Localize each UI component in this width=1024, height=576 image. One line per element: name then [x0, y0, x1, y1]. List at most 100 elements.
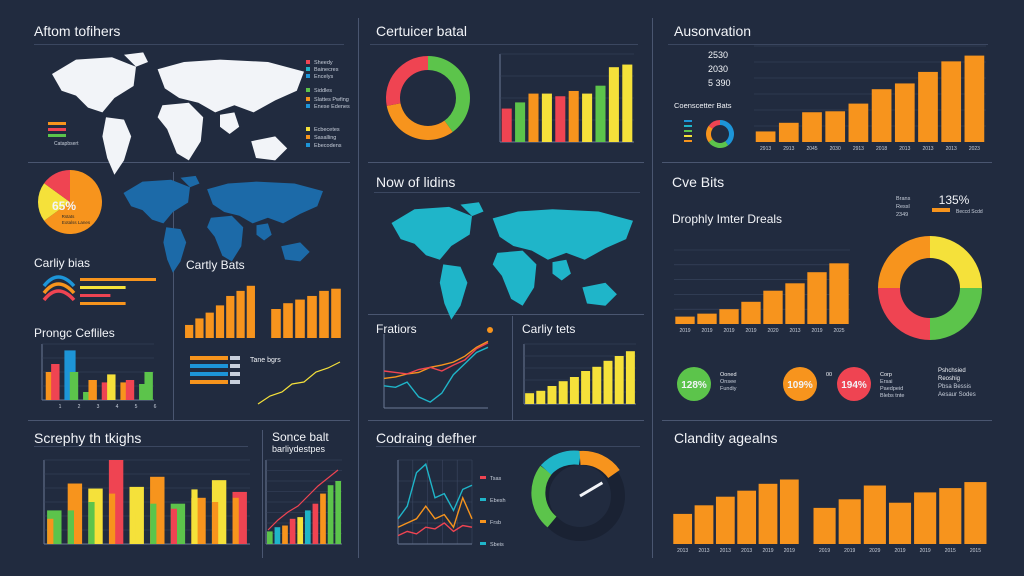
legend-swatch — [684, 120, 692, 122]
panel-title: Codraing defher — [376, 430, 477, 446]
tick-label: 2013 — [677, 548, 688, 554]
bar — [863, 485, 886, 544]
stat-label: Ooned — [720, 372, 737, 378]
bar — [541, 93, 552, 142]
tick-label: 2015 — [945, 548, 956, 554]
continent — [460, 202, 484, 217]
bar — [191, 489, 198, 544]
panel-title: Screphy th tkighs — [34, 430, 142, 446]
bar — [719, 309, 739, 324]
world-map — [52, 52, 304, 175]
legend-swatch — [306, 143, 310, 147]
bar — [568, 90, 579, 142]
bar — [312, 503, 319, 544]
bar — [88, 380, 97, 400]
series-line — [267, 469, 339, 531]
bar-tag — [230, 356, 240, 360]
continent — [439, 264, 468, 320]
bar — [825, 111, 846, 142]
pie-slice — [44, 170, 102, 235]
bar — [918, 71, 938, 142]
gauge-needle — [579, 481, 604, 498]
continent — [492, 209, 633, 260]
legend-label: Sasalling — [314, 135, 336, 141]
divider — [662, 420, 992, 421]
tick-label: 2045 — [806, 146, 817, 152]
panel-title: Aftom tofihers — [34, 23, 121, 39]
legend-swatch — [480, 498, 486, 501]
tick-label: 2019 — [811, 328, 822, 334]
tick-label: 2 — [78, 404, 81, 410]
series-line — [383, 342, 489, 375]
tick-label: 2019 — [745, 328, 756, 334]
bar — [694, 505, 714, 544]
bar — [331, 288, 341, 338]
continent — [582, 282, 617, 306]
bar — [88, 502, 95, 544]
bar — [813, 507, 836, 544]
divider — [262, 430, 263, 558]
stat-label: Blebs tnte — [880, 393, 904, 399]
bar — [779, 479, 799, 544]
bar — [673, 513, 693, 544]
tick-label: 2913 — [853, 146, 864, 152]
pie-slice — [878, 288, 930, 340]
bar — [297, 517, 304, 544]
stat-value: 109% — [787, 380, 813, 391]
title-underline — [34, 446, 248, 447]
legend-label: Ressl — [896, 204, 910, 210]
bar — [941, 61, 962, 142]
stat-label: Pbsa Bessis — [938, 384, 971, 390]
bar — [150, 503, 157, 544]
bar — [271, 309, 281, 338]
legend-swatch — [306, 127, 310, 131]
legend-label: Sbeis — [490, 542, 504, 548]
legend-swatch — [306, 97, 310, 101]
continent — [123, 179, 190, 224]
pie-slice — [386, 56, 428, 106]
stat-label: Paedpeid — [880, 386, 903, 392]
panel-title: Carliy tets — [522, 322, 576, 336]
continent — [492, 250, 537, 306]
bar-tag — [230, 380, 240, 384]
bar — [274, 527, 281, 544]
bar — [80, 278, 156, 281]
divider — [652, 18, 653, 558]
divider — [28, 162, 350, 163]
bar — [129, 512, 136, 544]
arc-shape — [42, 289, 76, 302]
bar — [569, 377, 579, 404]
tick-label: 2019 — [762, 548, 773, 554]
tick-label: 2019 — [894, 548, 905, 554]
pie-slice — [386, 103, 453, 140]
continent — [552, 259, 571, 281]
divider — [368, 420, 644, 421]
bar — [320, 493, 326, 544]
pie-label: Eotalss Lanes — [62, 220, 91, 225]
bar — [205, 312, 214, 338]
panel-title: Carliy bias — [34, 256, 91, 270]
bar — [592, 366, 602, 404]
stat-label: Fundiy — [720, 386, 737, 392]
bar — [295, 299, 305, 338]
pie-slice — [38, 183, 70, 221]
tick-label: 2019 — [679, 328, 690, 334]
legend-label: Ebecodens — [314, 143, 342, 149]
panel-title: Certuicer batal — [376, 23, 468, 39]
legend-label: Ebesh — [490, 498, 506, 504]
bar — [622, 64, 633, 142]
bar — [595, 85, 606, 142]
bar — [697, 313, 717, 324]
series-line — [257, 361, 341, 405]
bar — [525, 393, 535, 404]
bar — [144, 372, 153, 400]
tick-label: 2013 — [789, 328, 800, 334]
continent — [163, 227, 187, 273]
bar — [319, 290, 329, 338]
tick-label: 2020 — [767, 328, 778, 334]
bar — [109, 493, 116, 544]
pie-slice — [708, 139, 729, 149]
tick-label: 6 — [154, 404, 157, 410]
